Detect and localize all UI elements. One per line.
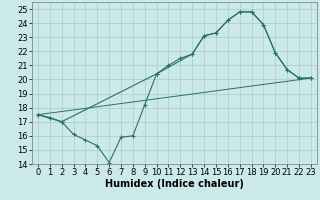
X-axis label: Humidex (Indice chaleur): Humidex (Indice chaleur) xyxy=(105,179,244,189)
